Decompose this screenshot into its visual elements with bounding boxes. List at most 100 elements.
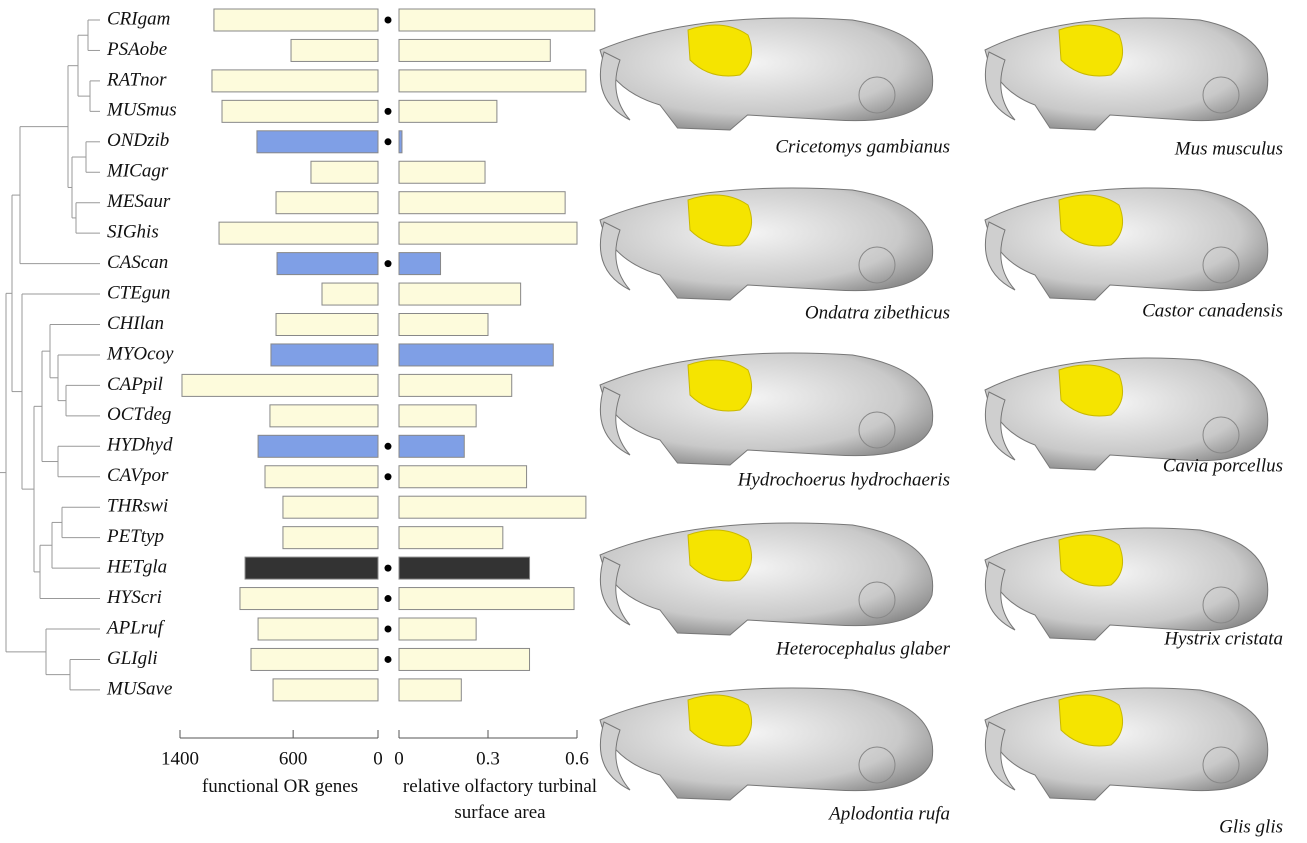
bar xyxy=(399,405,476,427)
species-label: CAPpil xyxy=(107,374,163,395)
species-label: CHIlan xyxy=(107,313,164,334)
bar xyxy=(399,618,476,640)
species-label: PETtyp xyxy=(106,526,164,547)
species-label: CRIgam xyxy=(107,8,170,29)
bar xyxy=(182,374,378,396)
marker-dot xyxy=(385,656,392,663)
image-caption: Cricetomys gambianus xyxy=(775,136,950,157)
bar xyxy=(277,253,378,275)
bar xyxy=(399,466,527,488)
x-tick-label: 1400 xyxy=(161,748,199,769)
image-caption: Aplodontia rufa xyxy=(827,803,950,824)
x-axis-label: functional OR genes xyxy=(170,774,390,800)
skull xyxy=(600,688,933,800)
bar xyxy=(399,283,521,305)
image-caption: Glis glis xyxy=(1219,816,1283,837)
species-label: GLIgli xyxy=(107,648,158,669)
species-label: OCTdeg xyxy=(107,404,171,425)
image-caption: Mus musculus xyxy=(1174,138,1283,159)
bar xyxy=(399,588,574,610)
bar xyxy=(273,679,378,701)
bar xyxy=(271,344,378,366)
species-label: MUSave xyxy=(106,678,172,699)
species-label: MYOcoy xyxy=(106,343,174,364)
species-label: HYDhyd xyxy=(106,435,173,456)
bar xyxy=(240,588,378,610)
figure: 1400600000.30.6CRIgamPSAobeRATnorMUSmusO… xyxy=(0,0,1307,843)
x-tick-label: 0.6 xyxy=(565,748,589,769)
bar xyxy=(270,405,378,427)
bar xyxy=(283,527,378,549)
marker-dot xyxy=(385,17,392,24)
bar xyxy=(214,9,378,31)
skull xyxy=(600,188,933,300)
bar xyxy=(257,131,378,153)
marker-dot xyxy=(385,595,392,602)
skull-image xyxy=(600,688,933,800)
species-label: CAScan xyxy=(107,252,168,273)
image-caption: Hydrochoerus hydrochaeris xyxy=(737,469,950,490)
species-label: RATnor xyxy=(106,69,167,90)
marker-dot xyxy=(385,473,392,480)
skull xyxy=(985,688,1268,800)
species-label: HETgla xyxy=(106,556,167,577)
image-caption: Heterocephalus glaber xyxy=(775,638,951,659)
marker-dot xyxy=(385,138,392,145)
bar xyxy=(245,557,378,579)
image-caption: Ondatra zibethicus xyxy=(805,302,950,323)
species-label: ONDzib xyxy=(107,130,169,151)
bar xyxy=(258,618,378,640)
species-label: APLruf xyxy=(105,617,166,638)
skull xyxy=(985,528,1268,640)
bar xyxy=(283,496,378,518)
bar xyxy=(265,466,378,488)
skull xyxy=(985,358,1268,470)
bar xyxy=(322,283,378,305)
bar xyxy=(276,192,378,214)
bar xyxy=(399,648,530,670)
bar xyxy=(399,9,595,31)
species-label: CAVpor xyxy=(107,465,169,486)
bar xyxy=(222,100,378,122)
bar xyxy=(276,314,378,336)
x-tick-label: 0.3 xyxy=(476,748,500,769)
bar xyxy=(399,314,488,336)
image-caption: Castor canadensis xyxy=(1142,300,1283,321)
skull-image xyxy=(985,358,1268,470)
bar xyxy=(399,70,586,92)
bar xyxy=(212,70,378,92)
bar xyxy=(399,192,565,214)
x-tick-label: 0 xyxy=(373,748,383,769)
skull xyxy=(600,18,933,130)
skull-image xyxy=(600,523,933,635)
bar xyxy=(399,253,441,275)
bar xyxy=(399,435,464,457)
bar xyxy=(399,39,550,61)
skull xyxy=(600,353,933,465)
marker-dot xyxy=(385,260,392,267)
species-label: SIGhis xyxy=(107,222,159,243)
bar xyxy=(399,222,577,244)
species-label: MICagr xyxy=(106,161,169,182)
bar xyxy=(399,374,512,396)
bar xyxy=(311,161,378,183)
marker-dot xyxy=(385,626,392,633)
skull xyxy=(600,523,933,635)
x-tick-label: 0 xyxy=(394,748,404,769)
skull-image xyxy=(600,18,933,130)
species-label: THRswi xyxy=(107,496,168,517)
skull-image xyxy=(985,528,1268,640)
bar xyxy=(219,222,378,244)
skull xyxy=(985,18,1268,130)
skull-image xyxy=(985,188,1268,300)
species-label: MESaur xyxy=(106,191,171,212)
marker-dot xyxy=(385,565,392,572)
chart: 1400600000.30.6CRIgamPSAobeRATnorMUSmusO… xyxy=(0,0,1307,843)
bar xyxy=(399,496,586,518)
phylogeny xyxy=(0,20,100,690)
x-tick-label: 600 xyxy=(279,748,308,769)
bar xyxy=(399,679,461,701)
marker-dot xyxy=(385,108,392,115)
species-label: HYScri xyxy=(106,587,162,608)
bar xyxy=(399,557,530,579)
